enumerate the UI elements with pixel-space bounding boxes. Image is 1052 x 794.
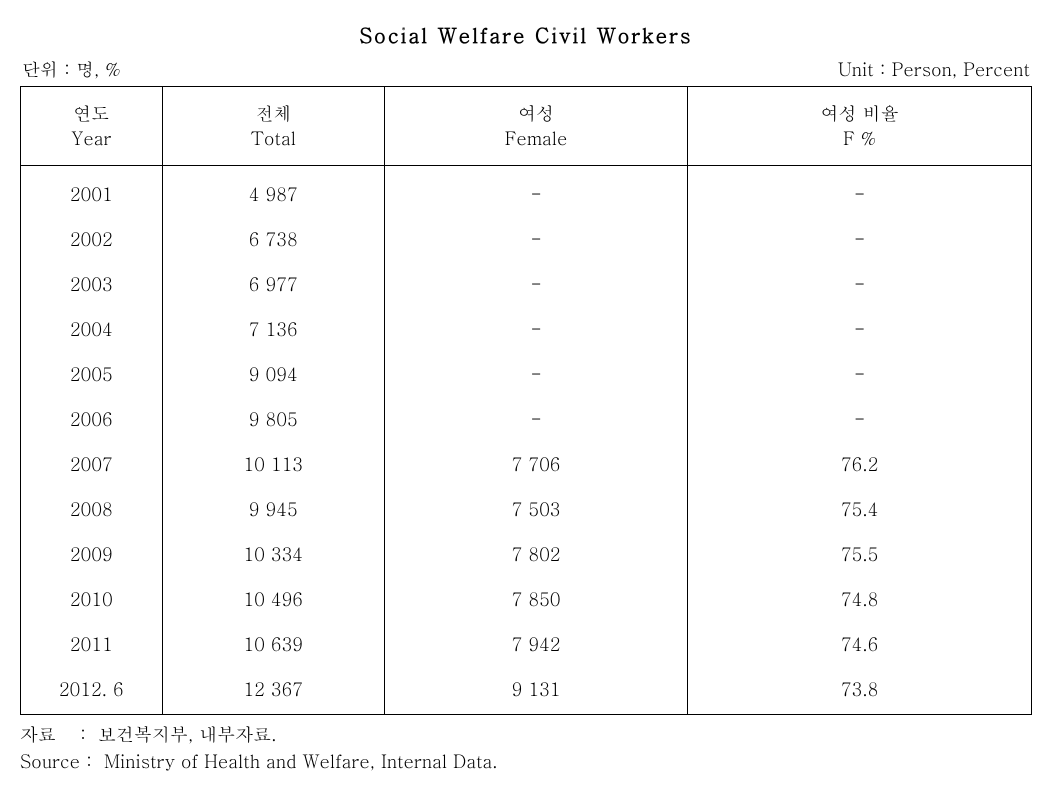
- cell-fpct: 75.5: [688, 532, 1032, 577]
- table-row: 2001 4 987--: [21, 166, 1032, 218]
- col-header-kr: 연도: [29, 101, 154, 126]
- cell-total: 10 496: [162, 577, 384, 622]
- table-row: 2012. 612 3679 13173.8: [21, 667, 1032, 715]
- cell-year: 2005: [21, 352, 163, 397]
- col-header-en: Year: [29, 126, 154, 151]
- table-row: 2002 6 738--: [21, 217, 1032, 262]
- cell-total: 12 367: [162, 667, 384, 715]
- cell-total: 10 334: [162, 532, 384, 577]
- cell-year: 2006: [21, 397, 163, 442]
- cell-fpct: 76.2: [688, 442, 1032, 487]
- cell-year: 2011: [21, 622, 163, 667]
- cell-total: 6 977: [162, 262, 384, 307]
- document-container: Social Welfare Civil Workers 단위 : 명, % U…: [20, 20, 1032, 775]
- source-kr: 자료 : 보건복지부, 내부자료.: [20, 721, 1032, 748]
- cell-total: 4 987: [162, 166, 384, 218]
- cell-total: 9 945: [162, 487, 384, 532]
- cell-total: 7 136: [162, 307, 384, 352]
- cell-fpct: -: [688, 352, 1032, 397]
- cell-year: 2004: [21, 307, 163, 352]
- cell-female: 7 706: [384, 442, 687, 487]
- cell-female: 7 942: [384, 622, 687, 667]
- table-row: 2006 9 805--: [21, 397, 1032, 442]
- cell-female: 7 802: [384, 532, 687, 577]
- cell-year: 2003: [21, 262, 163, 307]
- col-header-en: Female: [393, 126, 679, 151]
- source-footer: 자료 : 보건복지부, 내부자료. Source : Ministry of H…: [20, 721, 1032, 775]
- cell-year: 2010: [21, 577, 163, 622]
- table-row: 201110 6397 94274.6: [21, 622, 1032, 667]
- table-row: 2008 9 9457 50375.4: [21, 487, 1032, 532]
- cell-fpct: 75.4: [688, 487, 1032, 532]
- table-row: 200710 1137 70676.2: [21, 442, 1032, 487]
- cell-year: 2009: [21, 532, 163, 577]
- col-header-fpct: 여성 비율 F %: [688, 87, 1032, 166]
- table-body: 2001 4 987--2002 6 738--2003 6 977--2004…: [21, 166, 1032, 715]
- source-en-text: Ministry of Health and Welfare, Internal…: [104, 748, 498, 775]
- table-title: Social Welfare Civil Workers: [20, 20, 1032, 49]
- cell-fpct: 74.6: [688, 622, 1032, 667]
- cell-female: -: [384, 352, 687, 397]
- col-header-kr: 전체: [171, 101, 376, 126]
- cell-female: 9 131: [384, 667, 687, 715]
- col-header-year: 연도 Year: [21, 87, 163, 166]
- cell-female: -: [384, 166, 687, 218]
- source-kr-text: 보건복지부, 내부자료.: [98, 721, 277, 748]
- cell-fpct: 74.8: [688, 577, 1032, 622]
- cell-fpct: -: [688, 397, 1032, 442]
- cell-total: 10 113: [162, 442, 384, 487]
- cell-year: 2002: [21, 217, 163, 262]
- unit-right: Unit : Person, Percent: [838, 57, 1030, 82]
- unit-left: 단위 : 명, %: [22, 57, 121, 82]
- table-row: 2004 7 136--: [21, 307, 1032, 352]
- data-table: 연도 Year 전체 Total 여성 Female 여성 비율 F % 200…: [20, 86, 1032, 715]
- cell-total: 9 805: [162, 397, 384, 442]
- table-row: 2003 6 977--: [21, 262, 1032, 307]
- cell-female: 7 850: [384, 577, 687, 622]
- col-header-female: 여성 Female: [384, 87, 687, 166]
- table-row: 2005 9 094--: [21, 352, 1032, 397]
- cell-female: -: [384, 307, 687, 352]
- cell-female: 7 503: [384, 487, 687, 532]
- col-header-en: F %: [696, 126, 1023, 151]
- cell-total: 6 738: [162, 217, 384, 262]
- cell-female: -: [384, 397, 687, 442]
- cell-year: 2008: [21, 487, 163, 532]
- col-header-total: 전체 Total: [162, 87, 384, 166]
- cell-fpct: -: [688, 307, 1032, 352]
- col-header-kr: 여성: [393, 101, 679, 126]
- cell-year: 2012. 6: [21, 667, 163, 715]
- unit-row: 단위 : 명, % Unit : Person, Percent: [20, 57, 1032, 82]
- source-kr-label: 자료 :: [20, 721, 98, 748]
- cell-female: -: [384, 217, 687, 262]
- cell-fpct: -: [688, 166, 1032, 218]
- col-header-en: Total: [171, 126, 376, 151]
- cell-fpct: -: [688, 217, 1032, 262]
- cell-fpct: 73.8: [688, 667, 1032, 715]
- cell-total: 9 094: [162, 352, 384, 397]
- cell-year: 2001: [21, 166, 163, 218]
- table-row: 201010 4967 85074.8: [21, 577, 1032, 622]
- table-row: 200910 3347 80275.5: [21, 532, 1032, 577]
- cell-female: -: [384, 262, 687, 307]
- header-row: 연도 Year 전체 Total 여성 Female 여성 비율 F %: [21, 87, 1032, 166]
- col-header-kr: 여성 비율: [696, 101, 1023, 126]
- cell-total: 10 639: [162, 622, 384, 667]
- source-en: Source : Ministry of Health and Welfare,…: [20, 748, 1032, 775]
- cell-fpct: -: [688, 262, 1032, 307]
- cell-year: 2007: [21, 442, 163, 487]
- source-en-label: Source :: [20, 748, 104, 775]
